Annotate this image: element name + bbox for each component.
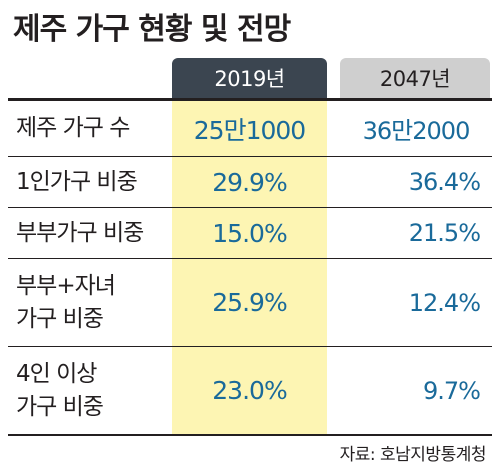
row-label: 4인 이상 가구 비중	[16, 347, 104, 434]
table-row-couple-with-children: 부부+자녀 가구 비중 25.9% 12.4%	[8, 259, 492, 346]
row-label: 제주 가구 수	[16, 101, 130, 156]
value-2019: 15.0%	[212, 218, 287, 248]
value-2047: 36.4%	[408, 168, 481, 196]
table-row-household-count: 제주 가구 수 25만1000 36만2000	[8, 101, 492, 156]
table-row-couple: 부부가구 비중 15.0% 21.5%	[8, 208, 492, 258]
value-2047: 21.5%	[408, 219, 481, 247]
table-top-rule	[8, 98, 492, 101]
value-2047: 9.7%	[423, 376, 481, 405]
row-divider	[8, 346, 492, 347]
row-label: 부부가구 비중	[16, 208, 144, 258]
value-2019: 25만1000	[193, 115, 306, 145]
value-2047: 36만2000	[362, 117, 471, 145]
row-label-line: 가구 비중	[16, 393, 104, 420]
value-2019: 23.0%	[212, 376, 287, 405]
row-divider	[8, 207, 492, 208]
column-header-2019: 2019년	[172, 58, 327, 98]
value-2047: 12.4%	[408, 288, 481, 317]
value-2019: 29.9%	[212, 167, 287, 197]
column-header-2047: 2047년	[340, 58, 490, 98]
table-title: 제주 가구 현황 및 전망	[13, 12, 291, 47]
row-divider	[8, 156, 492, 157]
table-row-four-plus: 4인 이상 가구 비중 23.0% 9.7%	[8, 347, 492, 434]
row-label-line: 4인 이상	[16, 360, 97, 387]
row-label: 부부+자녀 가구 비중	[16, 259, 116, 346]
source-note: 자료: 호남지방통계청	[339, 445, 487, 465]
row-divider	[8, 258, 492, 259]
row-label-line: 가구 비중	[16, 305, 104, 332]
row-label-line: 부부+자녀	[16, 272, 116, 299]
row-label-line: 제주 가구 수	[16, 115, 130, 141]
table-bottom-rule	[8, 434, 492, 436]
highlight-column-2019	[172, 98, 327, 435]
value-2019: 25.9%	[212, 288, 287, 317]
row-label-line: 1인가구 비중	[16, 168, 138, 195]
table-row-single-person: 1인가구 비중 29.9% 36.4%	[8, 157, 492, 207]
row-label: 1인가구 비중	[16, 157, 138, 207]
row-label-line: 부부가구 비중	[16, 219, 144, 246]
